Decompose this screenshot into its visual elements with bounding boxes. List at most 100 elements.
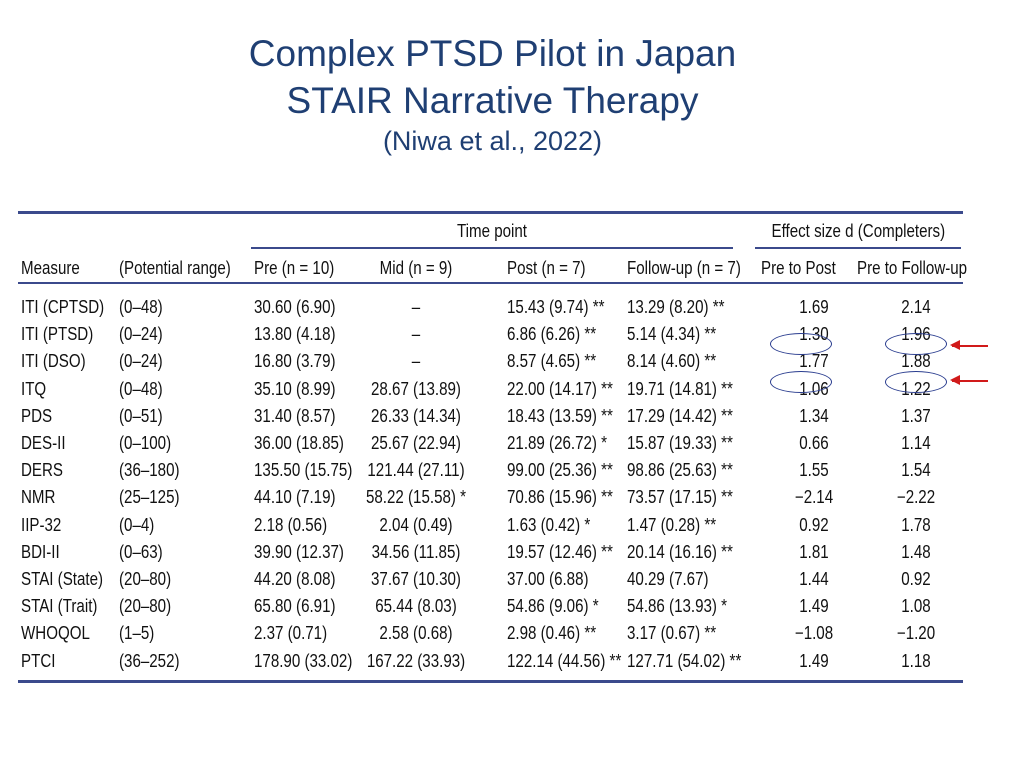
table-cell: 36.00 (18.85) <box>254 433 344 453</box>
table-cell: 73.57 (17.15) ** <box>627 487 733 508</box>
table-cell: ITQ <box>21 378 47 399</box>
table-cell: 178.90 (33.02) <box>254 650 353 671</box>
table-cell: 13.80 (4.18) <box>254 324 336 345</box>
column-header: Post (n = 7) <box>507 258 586 278</box>
slide-citation: (Niwa et al., 2022) <box>382 126 603 156</box>
table-cell: 0.66 <box>799 433 829 453</box>
table-cell: 2.14 <box>901 297 931 317</box>
table-cell: 99.00 (25.36) ** <box>507 460 613 481</box>
table-cell: 1.88 <box>901 351 931 372</box>
table-bottom-rule <box>18 680 963 683</box>
table-cell: 1.54 <box>901 460 931 481</box>
table-cell: 44.20 (8.08) <box>254 569 336 589</box>
table-cell: (0–48) <box>119 297 163 317</box>
table-cell: PTCI <box>21 650 56 671</box>
table-cell: ITI (CPTSD) <box>21 297 105 317</box>
table-cell: (36–180) <box>119 460 180 481</box>
slide-title-line2: STAIR Narrative Therapy <box>286 80 699 121</box>
table-cell: (0–100) <box>119 433 172 453</box>
table-cell: WHOQOL <box>21 623 90 644</box>
column-header: Mid (n = 9) <box>379 258 453 278</box>
table-cell: 19.57 (12.46) ** <box>507 541 613 562</box>
table-cell: (0–63) <box>119 541 163 562</box>
table-cell: 1.08 <box>901 596 931 617</box>
table-cell: 127.71 (54.02) ** <box>627 650 742 671</box>
table-cell: (20–80) <box>119 569 172 589</box>
table-cell: −1.08 <box>794 623 834 644</box>
table-cell: 20.14 (16.16) ** <box>627 541 733 562</box>
table-cell: 21.89 (26.72) * <box>507 433 608 453</box>
table-cell: (1–5) <box>119 623 155 644</box>
table-cell: 31.40 (8.57) <box>254 405 336 426</box>
table-cell: 1.48 <box>901 541 931 562</box>
table-cell: 1.18 <box>901 650 931 671</box>
table-cell: STAI (Trait) <box>21 596 98 617</box>
table-cell: 6.86 (6.26) ** <box>507 324 597 345</box>
table-cell: – <box>411 297 421 317</box>
column-header: Pre to Post <box>761 258 836 278</box>
table-cell: (0–51) <box>119 405 163 426</box>
table-cell: 30.60 (6.90) <box>254 297 336 317</box>
table-cell: 34.56 (11.85) <box>371 541 461 562</box>
column-header: Measure <box>21 258 80 278</box>
table-cell: 98.86 (25.63) ** <box>627 460 733 481</box>
table-cell: 135.50 (15.75) <box>254 460 353 481</box>
table-cell: 1.81 <box>799 541 829 562</box>
table-cell: 58.22 (15.58) * <box>365 487 467 508</box>
table-cell: 8.57 (4.65) ** <box>507 351 597 372</box>
column-header: (Potential range) <box>119 258 231 278</box>
table-cell: 1.47 (0.28) ** <box>627 514 717 535</box>
table-cell: 65.80 (6.91) <box>254 596 336 617</box>
highlight-circle <box>885 333 947 355</box>
table-cell: 0.92 <box>901 569 931 589</box>
table-cell: 167.22 (33.93) <box>366 650 466 671</box>
column-header: Follow-up (n = 7) <box>627 258 741 278</box>
table-cell: (0–4) <box>119 514 155 535</box>
table-cell: 1.63 (0.42) * <box>507 514 591 535</box>
table-cell: 2.18 (0.56) <box>254 514 328 535</box>
table-cell: 121.44 (27.11) <box>367 460 465 481</box>
table-cell: 37.67 (10.30) <box>371 569 461 589</box>
table-cell: 15.43 (9.74) ** <box>507 297 605 317</box>
table-cell: (36–252) <box>119 650 180 671</box>
table-cell: −2.14 <box>794 487 834 508</box>
table-cell: (20–80) <box>119 596 172 617</box>
table-cell: 22.00 (14.17) ** <box>507 378 613 399</box>
table-cell: 19.71 (14.81) ** <box>627 378 733 399</box>
table-cell: 54.86 (13.93) * <box>627 596 728 617</box>
table-cell: 1.78 <box>901 514 931 535</box>
highlight-circle <box>885 371 947 393</box>
table-cell: 16.80 (3.79) <box>254 351 336 372</box>
table-cell: 2.04 (0.49) <box>379 514 453 535</box>
table-cell: 28.67 (13.89) <box>371 378 461 399</box>
table-cell: 70.86 (15.96) ** <box>507 487 613 508</box>
red-arrow-pointer <box>950 376 988 384</box>
header-bottom-rule <box>18 282 963 284</box>
table-cell: −1.20 <box>896 623 936 644</box>
table-cell: (0–24) <box>119 324 163 345</box>
table-cell: DES-II <box>21 433 66 453</box>
table-cell: PDS <box>21 405 53 426</box>
table-cell: STAI (State) <box>21 569 104 589</box>
table-cell: (0–48) <box>119 378 163 399</box>
table-cell: 54.86 (9.06) * <box>507 596 599 617</box>
table-cell: 17.29 (14.42) ** <box>627 405 733 426</box>
table-cell: 1.49 <box>799 596 829 617</box>
table-cell: 2.98 (0.46) ** <box>507 623 597 644</box>
table-cell: 26.33 (14.34) <box>371 405 461 426</box>
table-cell: 1.55 <box>799 460 829 481</box>
table-cell: 35.10 (8.99) <box>254 378 336 399</box>
results-table: Time point Effect size d (Completers) Me… <box>18 203 967 690</box>
table-top-rule <box>18 211 963 214</box>
table-cell: (25–125) <box>119 487 180 508</box>
table-cell: 5.14 (4.34) ** <box>627 324 717 345</box>
table-cell: 44.10 (7.19) <box>254 487 336 508</box>
table-cell: 39.90 (12.37) <box>254 541 344 562</box>
highlight-circle <box>770 371 832 393</box>
table-cell: DERS <box>21 460 64 481</box>
table-cell: IIP-32 <box>21 514 62 535</box>
column-header: Pre (n = 10) <box>254 258 335 278</box>
table-cell: 1.44 <box>799 569 829 589</box>
column-header: Pre to Follow-up <box>857 258 968 278</box>
table-cell: 3.17 (0.67) ** <box>627 623 717 644</box>
